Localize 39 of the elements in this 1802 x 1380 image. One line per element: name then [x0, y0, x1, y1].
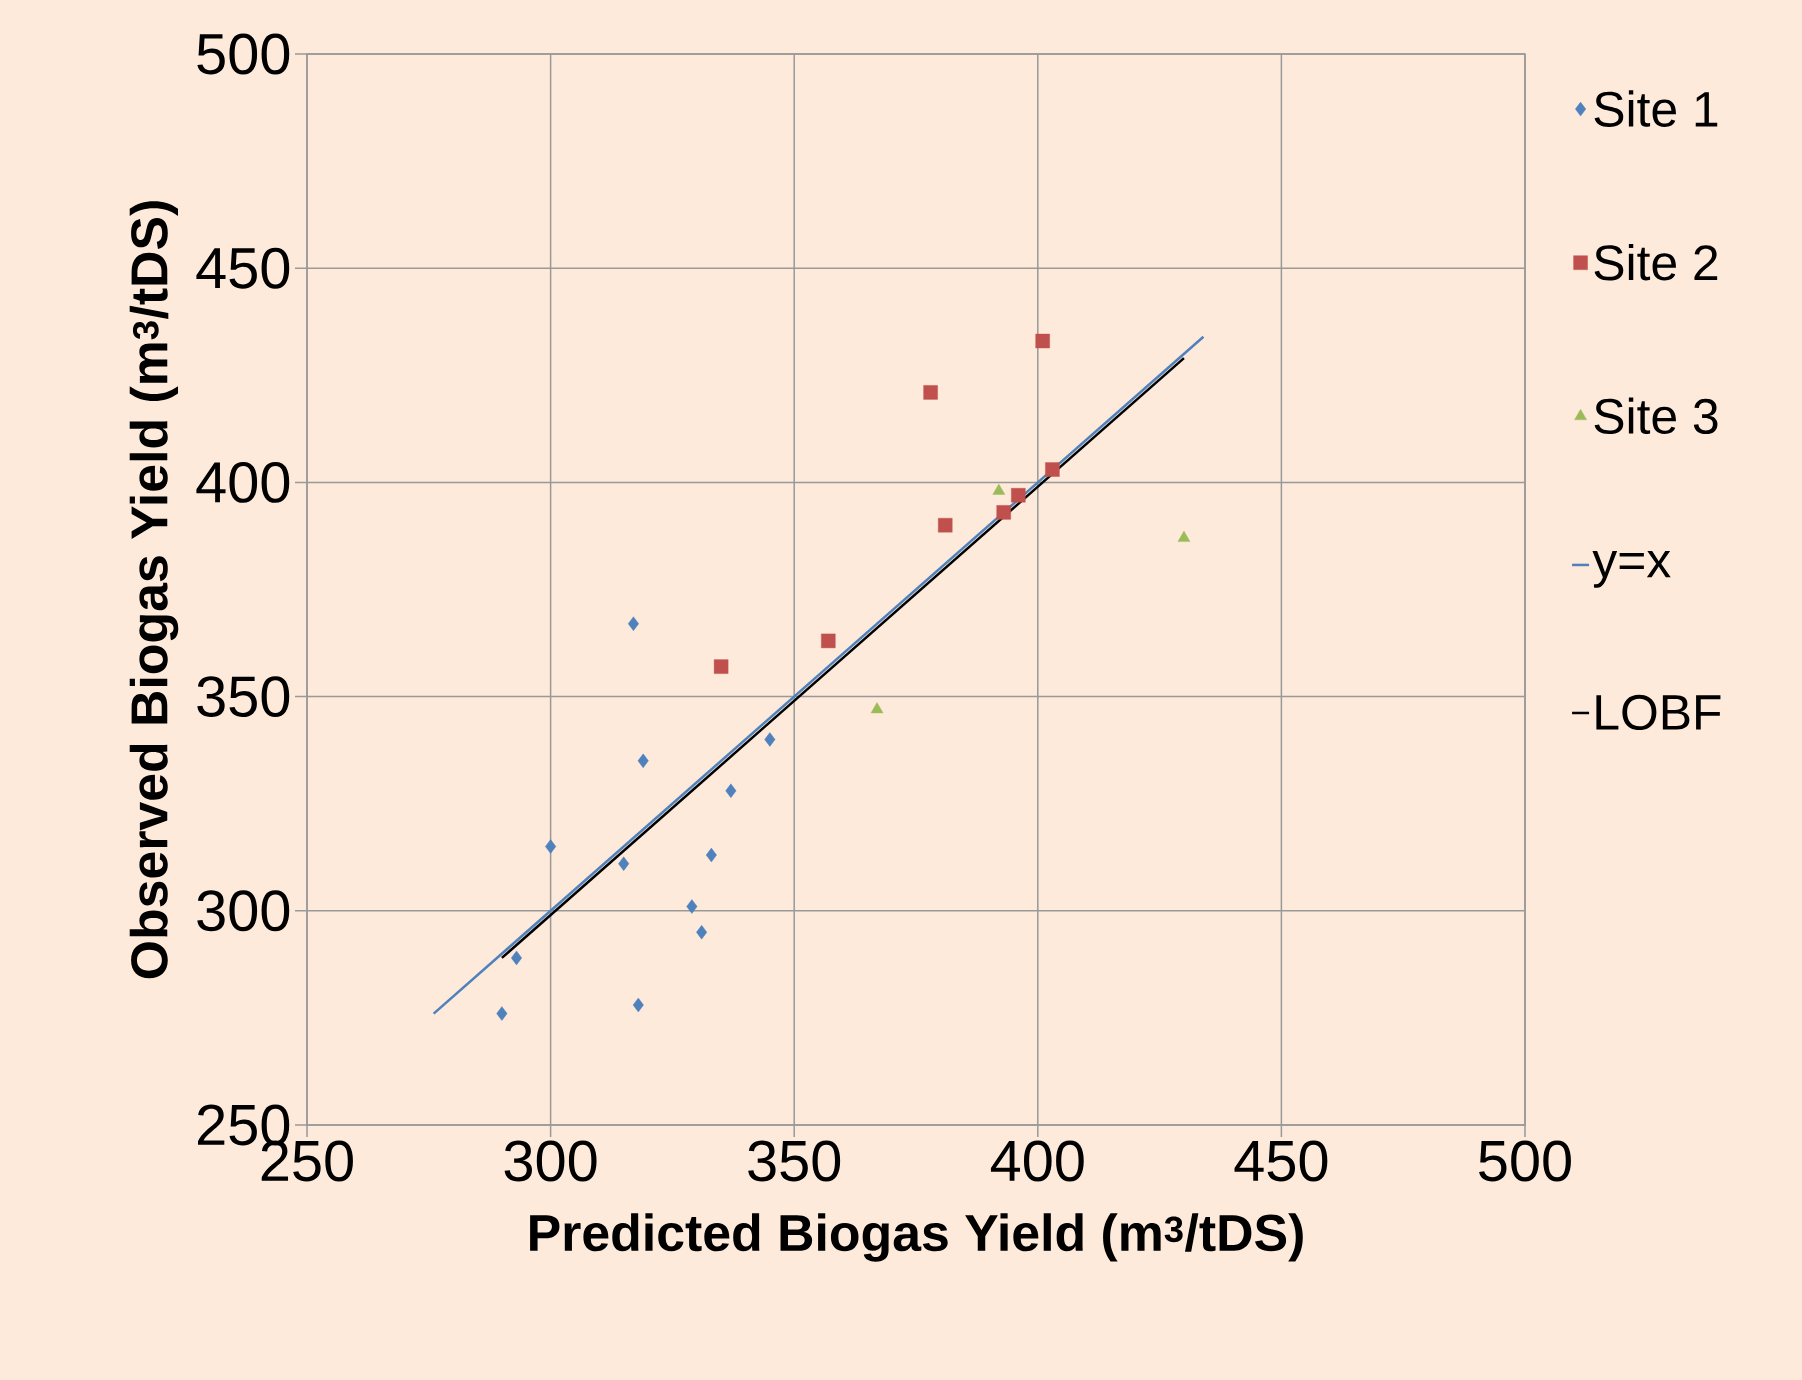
legend-label: LOBF	[1596, 694, 1721, 731]
x-tick-label: 500	[1479, 1140, 1571, 1182]
legend-label: Site 2	[1594, 243, 1718, 281]
x-tick-label: 300	[504, 1140, 597, 1182]
legend-label: Site 1	[1594, 90, 1718, 127]
point	[545, 839, 557, 854]
point	[632, 997, 644, 1013]
y-tick-label: 400	[196, 461, 290, 503]
legend-label: y=x	[1592, 551, 1671, 588]
point	[992, 483, 1006, 495]
point	[686, 899, 698, 914]
point	[996, 505, 1011, 520]
y-tick-label: 450	[196, 247, 290, 289]
x-axis-title: Predicted Biogas Yield (m$^{3}$/tDS)	[530, 1213, 1303, 1262]
x-tick-label: 400	[990, 1140, 1084, 1182]
point	[713, 659, 729, 674]
point	[1177, 530, 1191, 542]
point	[1045, 462, 1060, 477]
legend-label: Site 3	[1594, 397, 1718, 435]
point	[764, 732, 776, 747]
point	[923, 385, 938, 400]
point	[870, 702, 884, 714]
point	[637, 753, 649, 769]
point	[496, 1006, 508, 1021]
y-axis-title: Observed Biogas Yield (m$^{3}$/tDS)	[129, 201, 179, 979]
point	[821, 633, 836, 649]
point	[725, 783, 737, 799]
point	[1011, 488, 1026, 503]
point	[627, 616, 639, 631]
point	[705, 847, 717, 863]
point	[696, 925, 708, 940]
y-tick-label: 300	[197, 890, 290, 932]
y-tick-label: 500	[197, 33, 290, 75]
point	[938, 518, 953, 533]
x-tick-label: 450	[1234, 1140, 1328, 1182]
point	[1035, 333, 1050, 349]
point	[618, 856, 630, 871]
x-tick-label: 350	[748, 1140, 841, 1182]
y-tick-label: 350	[197, 676, 290, 718]
